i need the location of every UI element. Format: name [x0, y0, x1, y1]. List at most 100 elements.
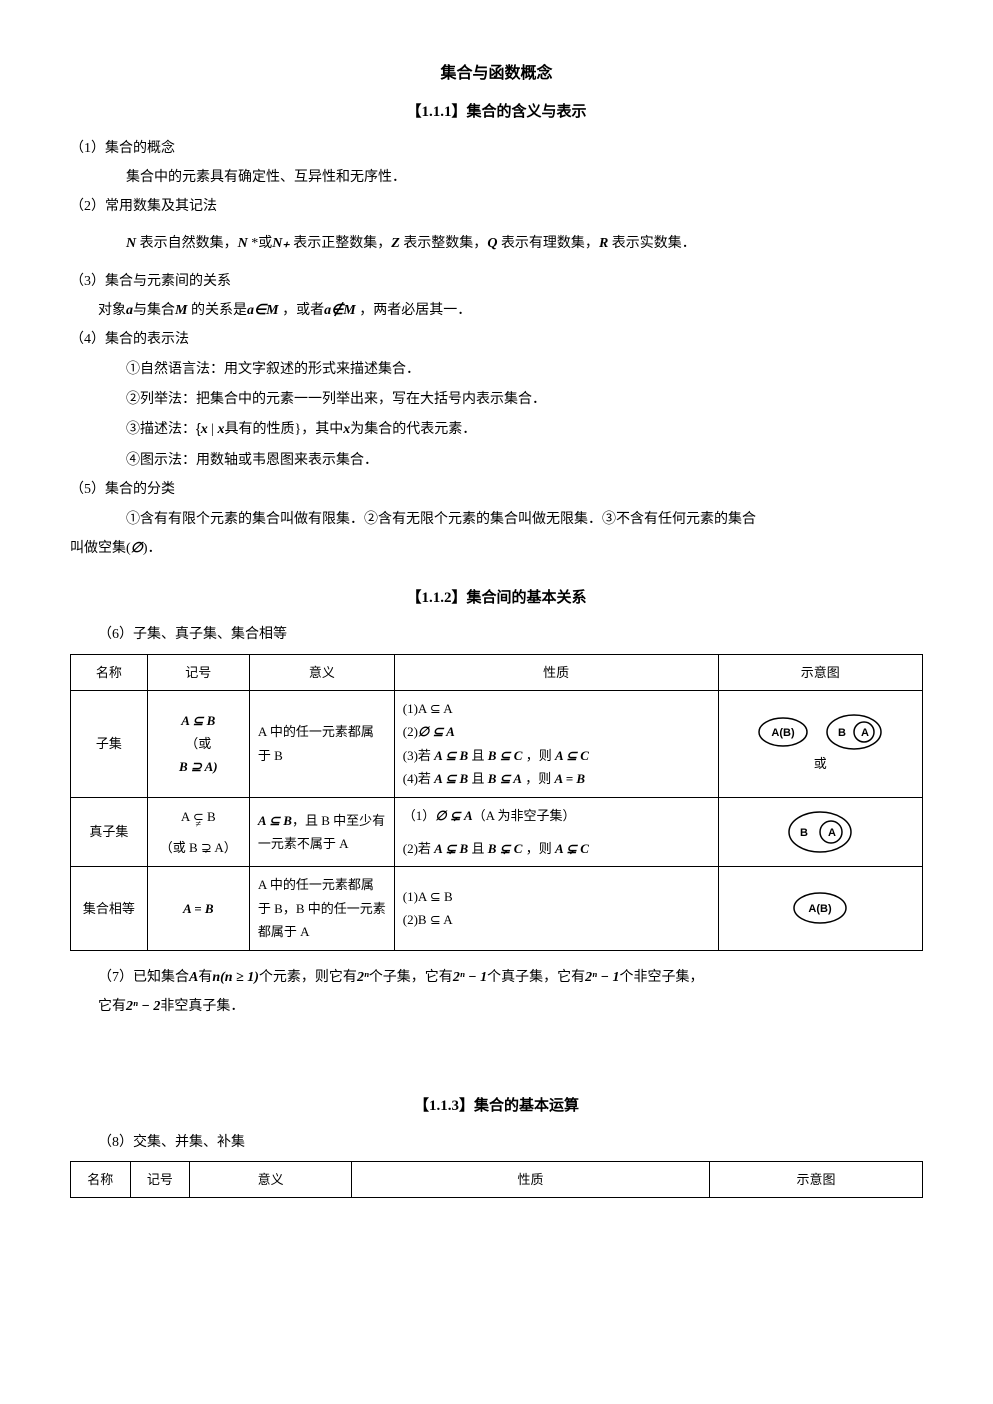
- t: ②列举法：把集合中的元素一一列举出来，写在大括号内表示集合．: [126, 390, 546, 406]
- cell-prop: (1)A ⊆ B (2)B ⊆ A: [394, 867, 718, 950]
- sym-aninM: a∉M: [324, 303, 356, 318]
- sym: A ⊆ B: [434, 748, 468, 763]
- t: （7）已知集合: [98, 970, 189, 985]
- p7b: 它有2ⁿ − 2非空真子集．: [70, 994, 923, 1019]
- t: （A 为非空子集）: [473, 808, 576, 823]
- sym-N: N: [126, 236, 136, 251]
- p1a: 集合中的元素具有确定性、互异性和无序性．: [70, 165, 923, 190]
- t: 个元素，则它有: [259, 970, 357, 985]
- venn-subset-icon: B A: [824, 712, 884, 752]
- venn-equal2-icon: A(B): [790, 890, 850, 926]
- prop2: (2)若 A ⊊ B 且 B ⊊ C ，则 A ⊊ C: [403, 837, 710, 860]
- t: ，则: [522, 748, 555, 763]
- t: 与集合: [133, 303, 175, 318]
- cell-name: 集合相等: [71, 867, 148, 950]
- svg-text:A(B): A(B): [809, 903, 833, 915]
- section-1-1-3: 【1.1.3】集合的基本运算: [70, 1093, 923, 1120]
- t: 个非空子集，: [620, 970, 704, 985]
- svg-text:A(B): A(B): [772, 727, 796, 739]
- prop1: (1)A ⊆ A: [403, 697, 710, 720]
- sym-Nplus: N₊: [272, 236, 290, 251]
- row-equal: 集合相等 A = B A 中的任一元素都属于 B，B 中的任一元素都属于 A (…: [71, 867, 923, 950]
- prop1: (1)A ⊆ B: [403, 885, 710, 908]
- t: *或: [248, 236, 273, 251]
- sym-M: M: [175, 303, 187, 318]
- sym-Q: Q: [487, 236, 497, 251]
- t: （或 B ⊋ A）: [160, 840, 237, 855]
- sym: A = B: [554, 771, 585, 786]
- p3: （3）集合与元素间的关系: [70, 269, 923, 294]
- cell-diagram: B A: [718, 797, 923, 867]
- cell-meaning: A 中的任一元素都属于 B: [249, 691, 394, 798]
- sym: A ⊆ B: [156, 709, 241, 732]
- t: 且: [468, 748, 488, 763]
- section-1-1-1: 【1.1.1】集合的含义与表示: [70, 99, 923, 126]
- cell-meaning: A 中的任一元素都属于 B，B 中的任一元素都属于 A: [249, 867, 394, 950]
- t: )．: [143, 541, 162, 556]
- t: ④图示法：用数轴或韦恩图来表示集合．: [126, 451, 378, 467]
- svg-text:A: A: [828, 827, 836, 839]
- sym: B ⊆ C: [488, 748, 523, 763]
- cell-diagram: A(B): [718, 867, 923, 950]
- t: |: [208, 422, 218, 437]
- t: （或: [156, 732, 241, 755]
- svg-text:A: A: [861, 727, 869, 739]
- cell-prop: （1）∅ ⊊ A（A 为非空子集） (2)若 A ⊊ B 且 B ⊊ C ，则 …: [394, 797, 718, 867]
- th2-meaning: 意义: [190, 1162, 352, 1198]
- sym: A ⊆ C: [555, 748, 589, 763]
- sym: A ⊆ B: [258, 813, 292, 828]
- t: (4)若: [403, 771, 434, 786]
- p2a: N 表示自然数集，N *或N₊ 表示正整数集，Z 表示整数集，Q 表示有理数集，…: [70, 231, 923, 256]
- prop4: (4)若 A ⊆ B 且 B ⊆ A ，则 A = B: [403, 767, 710, 790]
- sym: B ⊇ A): [156, 755, 241, 778]
- p4d: ④图示法：用数轴或韦恩图来表示集合．: [70, 447, 923, 473]
- p5: （5）集合的分类: [70, 477, 923, 502]
- t: ①自然语言法：用文字叙述的形式来描述集合．: [126, 360, 420, 376]
- cell-sym: A ⊂ B≠ （或 B ⊋ A）: [147, 797, 249, 867]
- sym: ∅ ⊆ A: [418, 724, 455, 739]
- t: 的关系是: [187, 303, 247, 318]
- t: ①含有有限个元素的集合叫做有限集．②含有无限个元素的集合叫做无限集．③不含有任何…: [126, 510, 756, 526]
- cell-diagram: A(B) B A 或: [718, 691, 923, 798]
- cell-meaning: A ⊆ B，且 B 中至少有一元素不属于 A: [249, 797, 394, 867]
- sym: 2ⁿ − 2: [126, 999, 160, 1014]
- cell-prop: (1)A ⊆ A (2)∅ ⊆ A (3)若 A ⊆ B 且 B ⊆ C ，则 …: [394, 691, 718, 798]
- th2-prop: 性质: [352, 1162, 710, 1198]
- p8: （8）交集、并集、补集: [70, 1130, 923, 1155]
- p4b: ②列举法：把集合中的元素一一列举出来，写在大括号内表示集合．: [70, 386, 923, 412]
- prop1: （1）∅ ⊊ A（A 为非空子集）: [403, 804, 710, 827]
- t: (2)若: [403, 841, 434, 856]
- p2: （2）常用数集及其记法: [70, 194, 923, 219]
- venn-equal-icon: A(B): [756, 715, 811, 749]
- p4c: ③描述法：{x | x具有的性质}，其中x为集合的代表元素．: [70, 416, 923, 442]
- t: (3)若: [403, 748, 434, 763]
- t: 个子集，它有: [369, 970, 453, 985]
- diag-or: 或: [727, 752, 915, 775]
- th-sym: 记号: [147, 654, 249, 690]
- sym: A ⊊ B: [434, 841, 468, 856]
- t: 叫做空集(: [70, 541, 131, 556]
- t: 表示有理数集，: [497, 236, 599, 251]
- th-prop: 性质: [394, 654, 718, 690]
- t: 具有的性质}，其中: [225, 422, 344, 437]
- sym-a: a: [126, 303, 133, 318]
- t: 且: [468, 771, 488, 786]
- p3a: 对象a与集合M 的关系是a∈M ，或者a∉M ，两者必居其一．: [70, 298, 923, 323]
- sym: 2ⁿ − 1: [453, 970, 487, 985]
- p4: （4）集合的表示法: [70, 327, 923, 352]
- p6: （6）子集、真子集、集合相等: [70, 622, 923, 647]
- row-subset: 子集 A ⊆ B （或 B ⊇ A) A 中的任一元素都属于 B (1)A ⊆ …: [71, 691, 923, 798]
- t: 表示自然数集，: [136, 236, 238, 251]
- main-title: 集合与函数概念: [70, 60, 923, 89]
- t: 表示正整数集，: [290, 236, 392, 251]
- t: 有: [198, 970, 212, 985]
- prop2: (2)B ⊆ A: [403, 908, 710, 931]
- t: ，则: [522, 841, 555, 856]
- prop3: (3)若 A ⊆ B 且 B ⊆ C ，则 A ⊆ C: [403, 744, 710, 767]
- t: 为集合的代表元素．: [350, 422, 476, 437]
- sym-ainM: a∈M: [247, 303, 279, 318]
- prop2: (2)∅ ⊆ A: [403, 720, 710, 743]
- sym2: （或 B ⊋ A）: [156, 836, 241, 859]
- row-proper-subset: 真子集 A ⊂ B≠ （或 B ⊋ A） A ⊆ B，且 B 中至少有一元素不属…: [71, 797, 923, 867]
- sym-x: x: [218, 422, 225, 437]
